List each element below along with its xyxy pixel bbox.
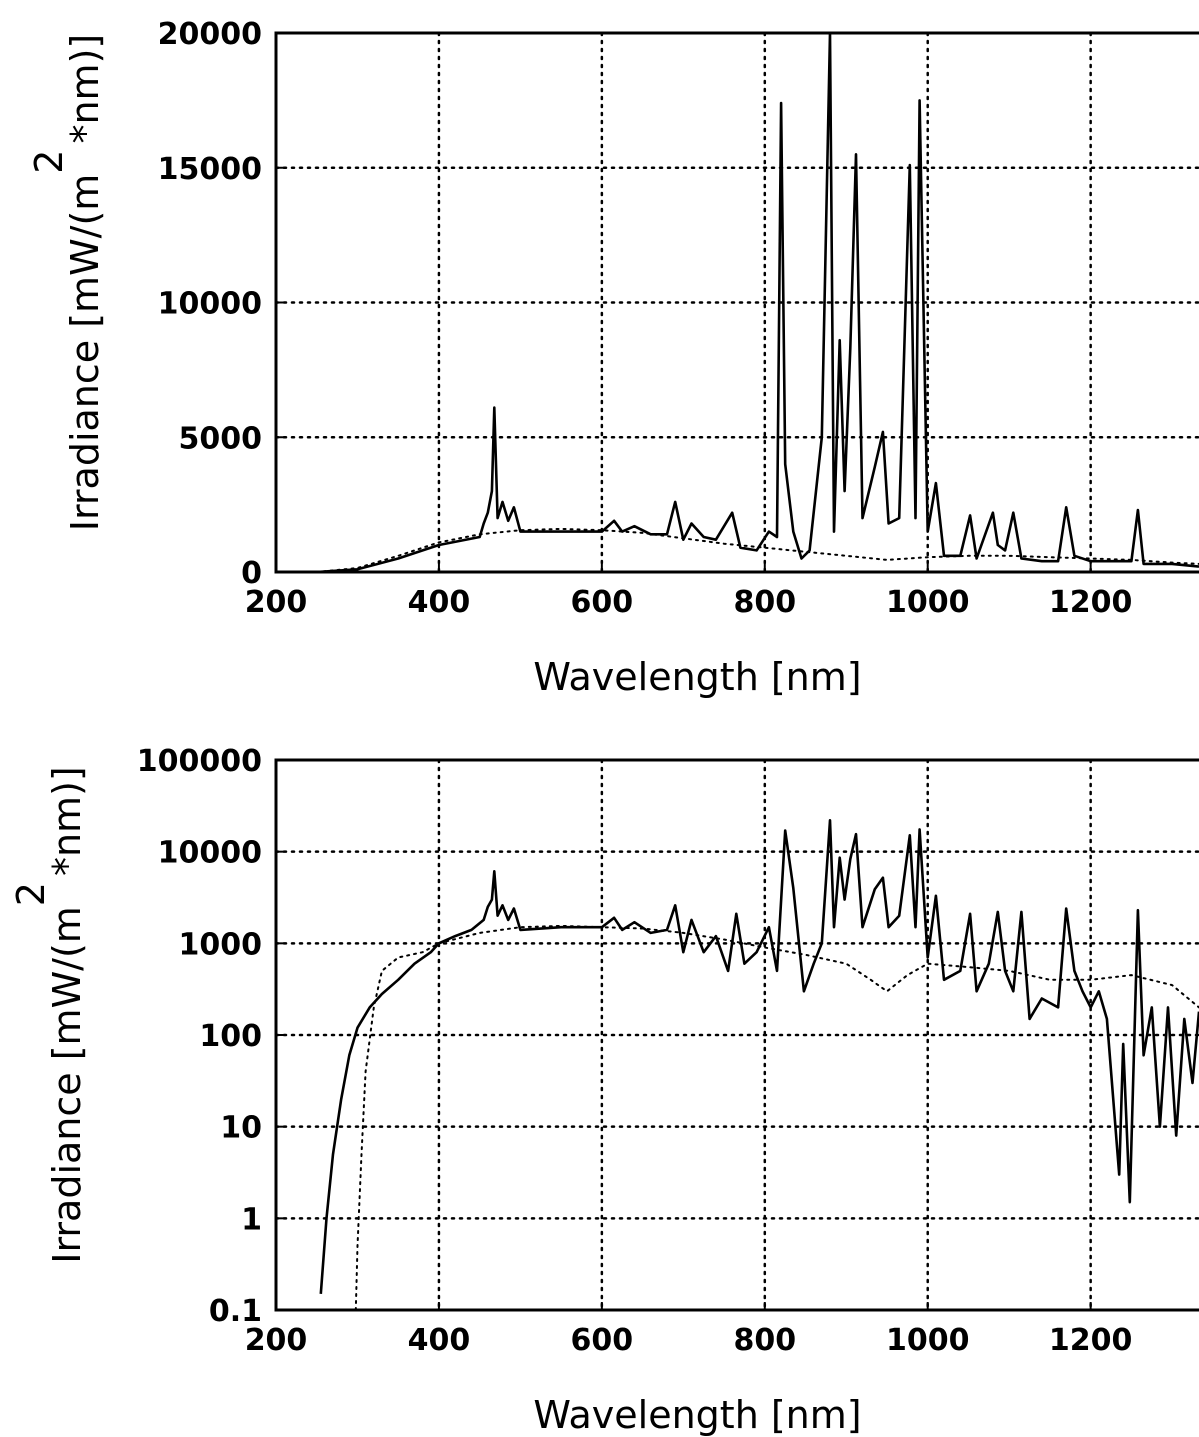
- x-tick-label: 1000: [886, 585, 970, 620]
- dotted-series-line: [315, 527, 1199, 573]
- y-tick-label: 20000: [158, 17, 262, 52]
- y-axis-label-text: Irradiance [mW/(m2 *nm)]: [27, 34, 107, 531]
- y-tick-label: 0: [241, 556, 262, 591]
- solid-series-line: [319, 818, 1199, 1294]
- y-axis-label-text: Irradiance [mW/(m2 *nm)]: [9, 766, 89, 1263]
- y-axis-label-main: Irradiance [mW/(m: [45, 906, 89, 1264]
- y-axis-label: Irradiance [mW/(m2 *nm)]: [9, 766, 89, 1263]
- y-axis-label-exponent: 2: [27, 150, 71, 174]
- x-tick-label: 400: [408, 1323, 471, 1358]
- y-axis-label: Irradiance [mW/(m2 *nm)]: [27, 34, 107, 531]
- y-axis-label-tail: *nm)]: [45, 766, 89, 876]
- x-tick-label: 200: [245, 1323, 308, 1358]
- x-tick-label: 200: [245, 585, 308, 620]
- log-irradiance-plot: 200 400 600 800 1000 1200 0.1 1 10 100 1000 10000 10…: [9, 744, 1199, 1437]
- x-tick-label: 600: [571, 585, 634, 620]
- y-axis-label-exponent: 2: [9, 882, 53, 906]
- x-tick-label: 1200: [1049, 585, 1133, 620]
- linear-irradiance-plot: 200 400 600 800 1000 1200 0 5000 10000 15000 20000…: [27, 17, 1199, 699]
- dotted-series-line: [354, 924, 1199, 1311]
- y-tick-label: 5000: [179, 421, 263, 456]
- y-tick-label: 100000: [137, 744, 262, 779]
- solid-series-line: [316, 31, 1199, 574]
- x-tick-label: 800: [733, 585, 796, 620]
- y-tick-label: 100: [199, 1019, 262, 1054]
- y-tick-label: 1: [241, 1202, 262, 1237]
- plot-frame: [274, 31, 1199, 574]
- y-tick-label: 10000: [158, 836, 262, 871]
- x-tick-label: 1000: [886, 1323, 970, 1358]
- x-tick-label: 1200: [1049, 1323, 1133, 1358]
- y-tick-label: 15000: [158, 152, 262, 187]
- y-tick-label: 1000: [179, 927, 263, 962]
- x-axis-label: Wavelength [nm]: [533, 655, 861, 699]
- x-tick-label: 400: [408, 585, 471, 620]
- x-tick-label: 800: [733, 1323, 796, 1358]
- y-axis-label-tail: *nm)]: [63, 34, 107, 144]
- y-tick-label: 0.1: [209, 1294, 262, 1329]
- y-tick-label: 10000: [158, 287, 262, 322]
- x-axis-label: Wavelength [nm]: [533, 1393, 861, 1437]
- y-tick-label: 10: [220, 1111, 262, 1146]
- y-axis-label-main: Irradiance [mW/(m: [63, 174, 107, 532]
- x-tick-label: 600: [571, 1323, 634, 1358]
- plot-frame: [274, 758, 1199, 1312]
